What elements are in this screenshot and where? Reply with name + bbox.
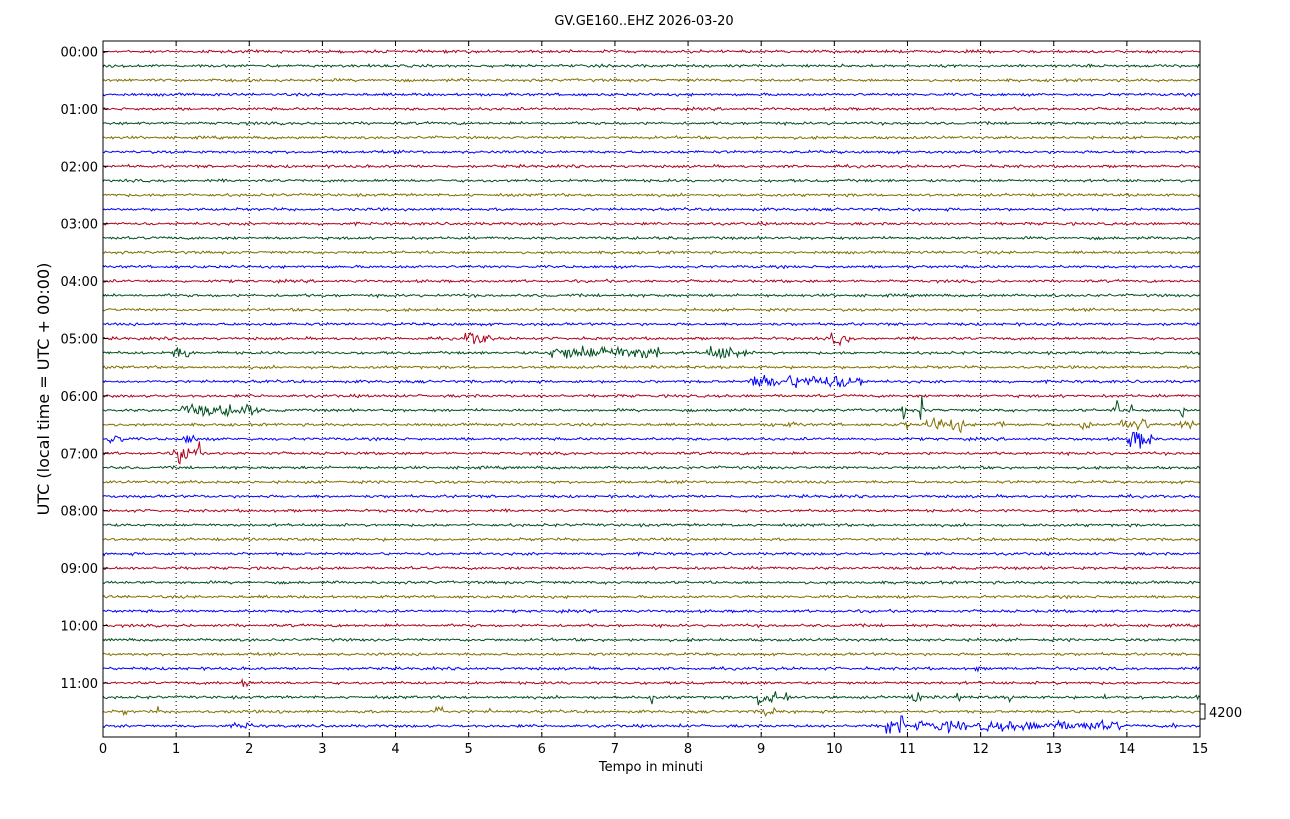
- scale-bar: 4200: [1200, 703, 1242, 721]
- y-tick-label: 11:00: [61, 677, 98, 692]
- plot-frame: [102, 40, 1201, 738]
- x-tick-label: 0: [99, 742, 107, 757]
- trace-line: [103, 522, 1201, 528]
- y-tick-label: 01:00: [61, 103, 98, 118]
- trace-line: [102, 292, 1201, 299]
- trace-line: [102, 608, 1201, 614]
- trace-line: [102, 465, 1201, 471]
- trace-line: [102, 307, 1201, 313]
- x-tick-label: 10: [826, 742, 843, 757]
- trace-line: [102, 177, 1201, 183]
- x-tick-label: 6: [538, 742, 546, 757]
- trace-line: [102, 120, 1201, 127]
- x-tick-label: 3: [318, 742, 326, 757]
- trace-line: [102, 374, 1201, 389]
- trace-line: [102, 331, 1201, 347]
- x-tick-label: 1: [172, 742, 180, 757]
- trace-line: [102, 395, 1201, 420]
- trace-line: [102, 92, 1201, 98]
- seismic-traces: [102, 48, 1201, 735]
- x-axis-label: Tempo in minuti: [598, 760, 703, 775]
- trace-line: [102, 536, 1201, 542]
- y-tick-label: 06:00: [61, 390, 98, 405]
- trace-line: [102, 551, 1201, 557]
- trace-line: [102, 264, 1201, 270]
- y-tick-label: 05:00: [61, 333, 98, 348]
- trace-line: [102, 221, 1201, 227]
- trace-line: [102, 677, 1201, 688]
- x-tick-label: 8: [684, 742, 692, 757]
- x-tick-label: 14: [1119, 742, 1136, 757]
- trace-line: [102, 192, 1201, 198]
- y-tick-label: 00:00: [61, 46, 98, 61]
- trace-line: [102, 594, 1201, 600]
- trace-line: [102, 441, 1201, 465]
- trace-line: [102, 580, 1201, 586]
- trace-line: [102, 278, 1201, 284]
- trace-line: [102, 77, 1201, 83]
- trace-line: [102, 705, 1201, 718]
- y-axis-ticks: 00:00 01:00 02:00 03:00 04:00 05:00 06:00 07:00…: [61, 46, 108, 692]
- trace-line: [102, 651, 1201, 657]
- trace-line: [102, 206, 1201, 213]
- scale-bar-label: 4200: [1209, 706, 1242, 721]
- trace-line: [102, 715, 1201, 735]
- trace-line: [102, 235, 1201, 241]
- trace-line: [102, 106, 1201, 112]
- x-tick-label: 13: [1045, 742, 1062, 757]
- trace-line: [102, 364, 1201, 370]
- x-tick-label: 4: [391, 742, 399, 757]
- y-tick-label: 09:00: [61, 562, 98, 577]
- trace-line: [102, 416, 1201, 434]
- y-axis-label: UTC (local time = UTC + 00:00): [34, 263, 53, 516]
- trace-line: [102, 63, 1201, 69]
- x-tick-label: 15: [1192, 742, 1209, 757]
- trace-line: [102, 637, 1201, 643]
- x-tick-label: 9: [757, 742, 765, 757]
- trace-line: [102, 249, 1200, 256]
- trace-line: [102, 134, 1201, 141]
- scale-bar-bracket: [1200, 703, 1206, 720]
- trace-line: [102, 565, 1201, 571]
- trace-line: [102, 431, 1201, 449]
- y-tick-label: 08:00: [61, 505, 98, 520]
- grid-lines: [175, 41, 1128, 737]
- trace-line: [102, 163, 1201, 170]
- y-tick-label: 03:00: [61, 218, 98, 233]
- y-tick-label: 04:00: [61, 275, 98, 290]
- trace-line: [102, 321, 1201, 327]
- y-tick-label: 02:00: [61, 160, 98, 175]
- x-tick-label: 7: [611, 742, 619, 757]
- trace-line: [102, 665, 1201, 673]
- y-tick-label: 10:00: [61, 620, 98, 635]
- x-tick-label: 5: [465, 742, 473, 757]
- y-tick-label: 07:00: [61, 447, 98, 462]
- chart-title: GV.GE160..EHZ 2026-03-20: [554, 14, 733, 29]
- trace-line: [102, 149, 1201, 155]
- trace-line: [102, 493, 1201, 500]
- x-tick-label: 11: [899, 742, 916, 757]
- x-tick-label: 12: [972, 742, 989, 757]
- trace-line: [102, 393, 1201, 399]
- x-axis-ticks: 0 1 2 3 4 5 6 7 8 9 10 11 12 13 14 15: [99, 41, 1208, 757]
- trace-line: [102, 623, 1201, 629]
- trace-line: [102, 345, 1201, 360]
- x-tick-label: 2: [245, 742, 253, 757]
- trace-line: [102, 691, 1201, 706]
- trace-line: [102, 48, 1201, 55]
- trace-line: [102, 508, 1201, 514]
- trace-line: [103, 479, 1201, 485]
